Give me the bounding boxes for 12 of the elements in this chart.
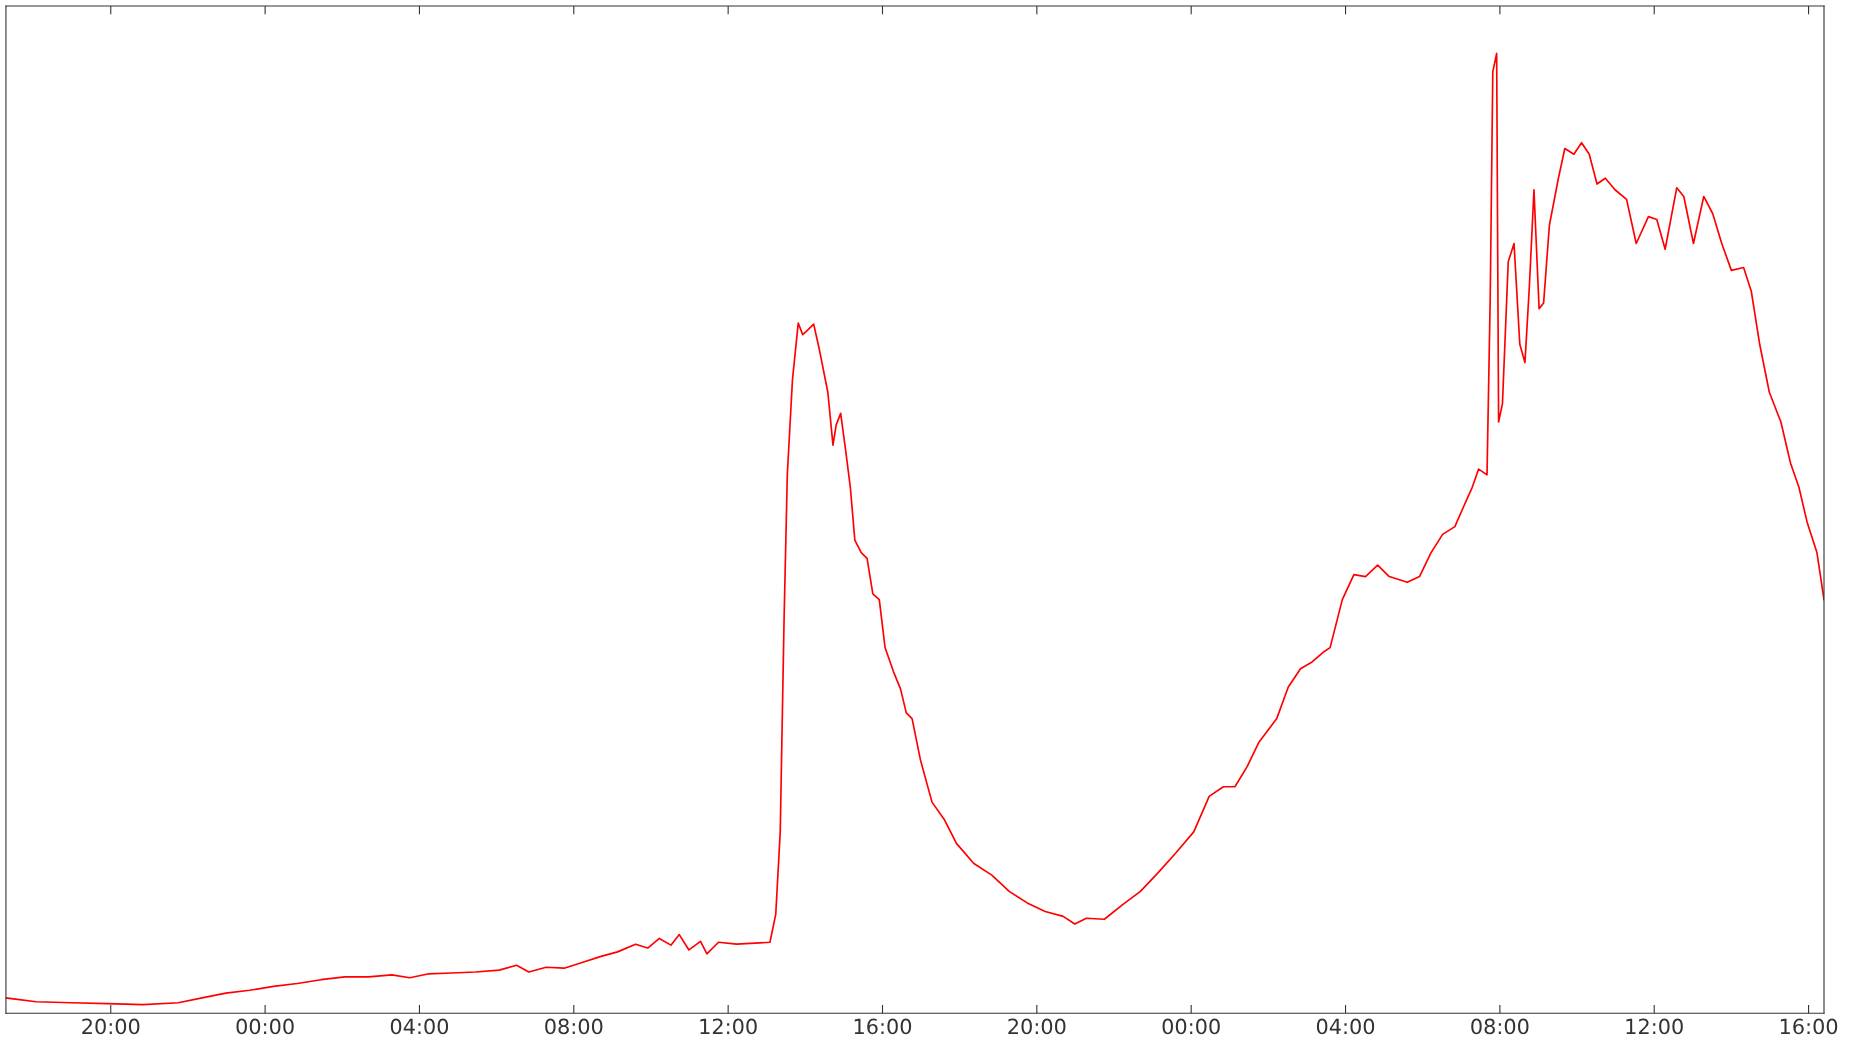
x-tick-label: 04:00 — [1316, 1018, 1375, 1035]
x-tick-label: 00:00 — [1162, 1018, 1220, 1035]
x-tick-label: 00:00 — [236, 1018, 294, 1035]
x-tick-label: 16:00 — [1780, 1018, 1838, 1035]
x-tick-label: 20:00 — [1008, 1018, 1066, 1035]
x-tick-label: 12:00 — [700, 1018, 757, 1035]
x-tick-label: 20:00 — [82, 1018, 140, 1035]
x-tick-label: 16:00 — [854, 1018, 912, 1035]
x-tick-label: 12:00 — [1626, 1018, 1683, 1035]
x-tick-label: 08:00 — [1471, 1018, 1529, 1035]
x-tick-label: 08:00 — [545, 1018, 603, 1035]
x-tick-label: 04:00 — [390, 1018, 449, 1035]
